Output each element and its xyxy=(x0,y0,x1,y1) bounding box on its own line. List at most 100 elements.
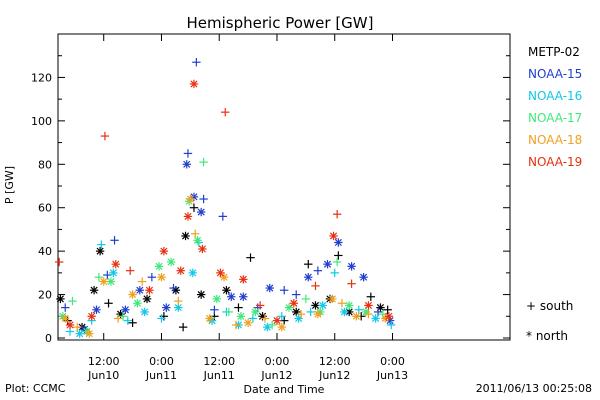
legend-noaa-15: NOAA-15 xyxy=(528,67,582,81)
x-tick-date: Jun13 xyxy=(376,369,408,382)
point-metp-02-north xyxy=(89,286,99,295)
x-tick-label: 12:00 xyxy=(203,355,235,368)
x-tick-date: Jun11 xyxy=(203,369,235,382)
point-noaa-16-north xyxy=(371,314,380,323)
x-tick-date: Jun12 xyxy=(260,369,292,382)
point-metp-02-south xyxy=(304,259,313,269)
point-metp-02-south xyxy=(366,292,376,301)
point-noaa-15-south xyxy=(199,194,208,204)
y-axis-label: P [GW] xyxy=(3,166,16,204)
point-noaa-18-north xyxy=(61,314,70,323)
point-noaa-17-north xyxy=(212,294,222,304)
point-noaa-19-north xyxy=(329,231,338,241)
point-noaa-17-north xyxy=(251,307,260,317)
point-noaa-15-north xyxy=(162,303,171,312)
y-tick-label: 120 xyxy=(31,71,52,84)
plot-timestamp: 2011/06/13 00:25:08 xyxy=(475,382,592,395)
point-noaa-15-north xyxy=(196,207,206,217)
legend: METP-02 NOAA-15 NOAA-16 NOAA-17 NOAA-18 NOAA-… xyxy=(526,45,582,343)
point-noaa-18-north xyxy=(205,314,214,323)
point-metp-02-north xyxy=(95,246,105,256)
x-tick-label: 0:00 xyxy=(149,355,174,368)
point-metp-02-north xyxy=(142,294,152,304)
point-noaa-15-south xyxy=(147,273,157,282)
point-noaa-17-north xyxy=(133,299,142,308)
point-noaa-15-south xyxy=(169,283,178,293)
legend-metp-02: METP-02 xyxy=(528,45,580,59)
point-noaa-15-south xyxy=(292,290,301,299)
point-noaa-19-north xyxy=(384,312,394,321)
x-tick-date: Jun10 xyxy=(87,369,119,382)
point-noaa-15-north xyxy=(92,305,101,314)
point-noaa-18-south xyxy=(296,309,306,319)
point-metp-02-south xyxy=(334,251,343,260)
point-noaa-16-north xyxy=(318,301,327,310)
point-noaa-19-south xyxy=(100,131,110,141)
point-noaa-17-north xyxy=(236,312,246,321)
point-noaa-15-north xyxy=(227,292,236,301)
point-noaa-17-north xyxy=(154,262,164,271)
point-noaa-18-south xyxy=(138,277,147,286)
legend-symbol-north: * north xyxy=(526,329,568,343)
point-noaa-15-south xyxy=(280,286,289,295)
point-noaa-17-south xyxy=(68,296,77,306)
point-noaa-19-north xyxy=(272,316,282,325)
point-noaa-17-south xyxy=(199,157,208,167)
legend-noaa-19: NOAA-19 xyxy=(528,155,582,169)
y-tick-label: 80 xyxy=(38,158,52,171)
point-noaa-15-south xyxy=(373,307,383,317)
y-tick-label: 100 xyxy=(31,115,52,128)
legend-noaa-17: NOAA-17 xyxy=(528,111,582,125)
point-noaa-15-north xyxy=(265,283,274,293)
point-noaa-15-north xyxy=(121,305,130,314)
point-noaa-16-north xyxy=(75,329,84,338)
point-noaa-15-south xyxy=(183,149,193,158)
point-noaa-19-north xyxy=(159,246,169,256)
point-noaa-19-north xyxy=(111,259,120,269)
point-noaa-17-south xyxy=(267,320,277,330)
point-noaa-15-south xyxy=(61,303,70,312)
point-noaa-17-south xyxy=(118,312,128,321)
y-tick-label: 40 xyxy=(38,245,52,258)
point-noaa-16-south xyxy=(277,312,286,321)
point-noaa-18-north xyxy=(99,277,108,286)
point-noaa-18-north xyxy=(243,318,253,327)
point-noaa-16-south xyxy=(123,316,132,325)
point-noaa-19-south xyxy=(255,301,265,310)
point-noaa-16-north xyxy=(340,307,349,317)
point-metp-02-north xyxy=(56,294,65,304)
point-noaa-19-south xyxy=(332,210,342,219)
point-metp-02-north xyxy=(196,290,206,299)
plot-frame xyxy=(57,33,511,341)
legend-symbol-south: + south xyxy=(526,299,573,313)
point-noaa-16-south xyxy=(387,320,396,330)
x-tick-label: 12:00 xyxy=(319,355,351,368)
legend-noaa-16: NOAA-16 xyxy=(528,89,582,103)
point-noaa-16-north xyxy=(263,322,272,332)
point-noaa-18-south xyxy=(190,229,200,238)
x-tick-date: Jun12 xyxy=(318,369,350,382)
y-tick-label: 60 xyxy=(38,202,52,215)
point-noaa-15-north xyxy=(239,292,248,301)
point-noaa-16-south xyxy=(97,240,106,249)
plot-credit: Plot: CCMC xyxy=(5,382,66,395)
point-noaa-19-south xyxy=(55,257,64,267)
point-noaa-17-north xyxy=(193,236,202,245)
y-tick-label: 0 xyxy=(45,332,52,345)
legend-noaa-18: NOAA-18 xyxy=(528,133,582,147)
point-noaa-15-south xyxy=(192,58,201,67)
point-noaa-19-north xyxy=(176,266,185,275)
point-noaa-15-south xyxy=(218,212,228,221)
point-noaa-18-north xyxy=(85,329,94,338)
point-noaa-15-north xyxy=(347,262,356,271)
point-metp-02-south xyxy=(383,305,392,314)
data-marks xyxy=(55,58,396,338)
point-noaa-18-north xyxy=(328,294,337,304)
point-noaa-19-north xyxy=(216,268,225,278)
point-noaa-16-north xyxy=(174,303,183,312)
point-noaa-18-north xyxy=(352,312,361,321)
x-tick-label: 0:00 xyxy=(265,355,290,368)
point-noaa-17-north xyxy=(166,257,176,267)
point-metp-02-south xyxy=(189,203,199,212)
